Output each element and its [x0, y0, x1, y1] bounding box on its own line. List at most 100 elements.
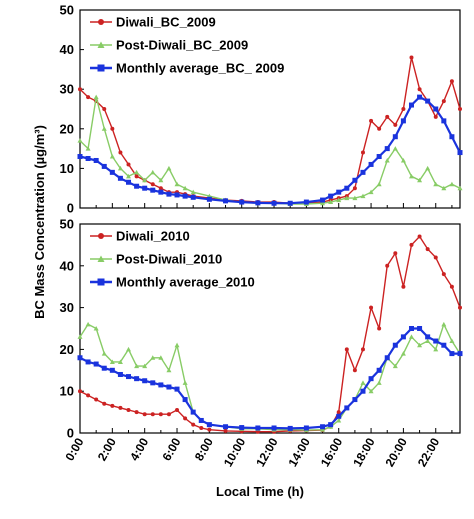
data-point: [303, 425, 309, 431]
data-point: [377, 326, 382, 331]
series-1-0: [78, 234, 462, 434]
legend-item: Monthly average_2010: [90, 275, 255, 290]
data-point: [150, 169, 156, 175]
legend-marker: [97, 41, 105, 48]
x-tick-label: 6:00: [159, 435, 183, 463]
data-point: [392, 342, 398, 348]
data-point: [352, 397, 358, 403]
data-point: [425, 247, 430, 252]
data-point: [117, 371, 123, 377]
data-point: [400, 118, 406, 124]
data-point: [77, 334, 83, 339]
data-point: [134, 174, 139, 179]
data-point: [303, 199, 309, 205]
y-tick-label: 50: [60, 3, 74, 18]
data-point: [401, 284, 406, 289]
data-point: [425, 98, 431, 104]
y-tick-label: 10: [60, 384, 74, 399]
panel-top: 0 10 20 30 40 50 Diwali_BC_2009 Post-Diwali_BC_…: [60, 3, 463, 216]
data-point: [198, 417, 204, 423]
data-point: [239, 425, 245, 431]
legend-label: Post-Diwali_2010: [116, 252, 222, 267]
data-point: [126, 162, 131, 167]
y-axis-label: BC Mass Concentration (µg/m³): [32, 125, 47, 319]
data-point: [408, 102, 414, 108]
data-point: [449, 338, 455, 344]
data-point: [393, 251, 398, 256]
data-point: [191, 422, 196, 427]
y-tick-label: 40: [60, 42, 74, 57]
data-point: [199, 425, 204, 430]
data-point: [441, 118, 447, 124]
data-point: [400, 334, 406, 340]
y-tick-label: 50: [60, 217, 74, 232]
data-point: [417, 94, 423, 100]
data-point: [376, 380, 382, 385]
series-1-2: [77, 326, 463, 431]
data-point: [117, 175, 123, 181]
data-point: [174, 386, 180, 392]
data-point: [344, 185, 350, 191]
data-point: [433, 255, 438, 260]
data-point: [101, 126, 107, 131]
x-tick-label: 18:00: [350, 435, 378, 469]
data-point: [174, 192, 180, 198]
legend-label: Post-Diwali_BC_2009: [116, 38, 248, 53]
data-point: [449, 134, 455, 140]
x-axis-label: Local Time (h): [216, 484, 304, 499]
data-point: [360, 169, 366, 175]
data-point: [174, 342, 180, 348]
legend-label: Monthly average_2010: [116, 275, 255, 290]
data-point: [166, 412, 171, 417]
data-point: [126, 408, 131, 413]
data-point: [320, 200, 326, 206]
data-point: [150, 412, 155, 417]
x-tick-label: 20:00: [383, 435, 411, 469]
data-point: [384, 157, 390, 163]
data-point: [109, 169, 115, 175]
data-point: [352, 195, 358, 201]
data-point: [85, 156, 91, 161]
data-point: [158, 186, 163, 191]
y-tick-label: 10: [60, 161, 74, 176]
data-point: [385, 263, 390, 268]
data-point: [449, 79, 454, 84]
data-point: [182, 185, 188, 191]
data-point: [93, 157, 99, 163]
data-point: [166, 191, 172, 197]
data-point: [78, 389, 82, 394]
data-point: [344, 405, 350, 411]
data-point: [458, 305, 462, 310]
data-point: [150, 355, 156, 360]
x-tick-label: 2:00: [95, 435, 119, 463]
data-point: [85, 146, 91, 151]
data-point: [101, 351, 107, 356]
data-point: [85, 321, 91, 327]
data-point: [142, 185, 148, 191]
data-point: [271, 200, 277, 206]
legend-label: Diwali_2010: [116, 229, 190, 244]
x-tick-label: 14:00: [286, 435, 314, 469]
data-point: [449, 181, 455, 187]
data-point: [287, 425, 293, 431]
data-point: [158, 355, 164, 360]
data-point: [142, 363, 148, 369]
x-tick-label: 8:00: [192, 435, 216, 463]
legend-label: Diwali_BC_2009: [116, 15, 216, 30]
data-point: [166, 165, 172, 171]
data-point: [118, 150, 123, 155]
data-point: [102, 401, 107, 406]
data-point: [109, 367, 115, 373]
data-point: [126, 173, 132, 179]
data-point: [384, 146, 390, 152]
x-tick-label: 12:00: [253, 435, 281, 469]
data-point: [360, 193, 366, 199]
data-point: [206, 422, 212, 428]
data-point: [174, 181, 180, 187]
x-tick-label: 10:00: [221, 435, 249, 469]
data-point: [336, 417, 342, 423]
data-point: [223, 424, 229, 430]
data-point: [417, 234, 422, 239]
data-point: [134, 183, 140, 189]
